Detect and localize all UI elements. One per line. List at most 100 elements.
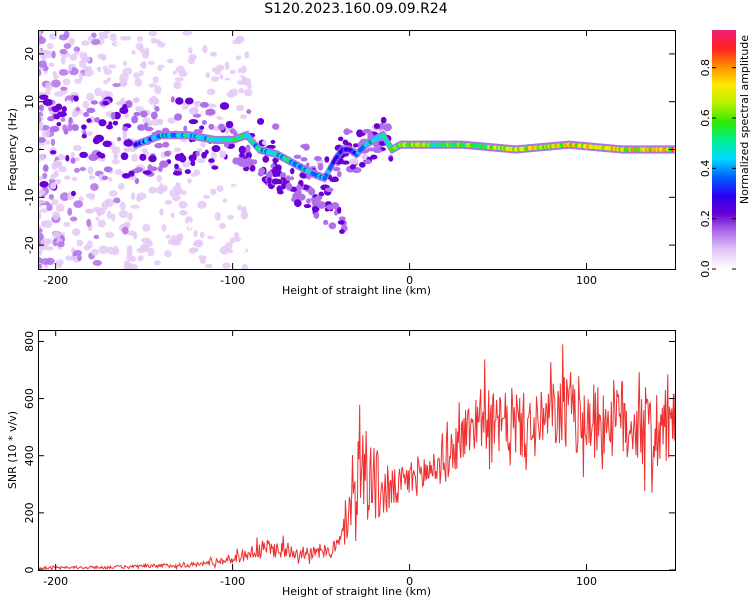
signal-spot bbox=[300, 157, 308, 162]
signal-spot bbox=[331, 176, 339, 182]
noise-blob bbox=[124, 35, 132, 41]
noise-blob bbox=[133, 72, 140, 79]
noise-blob bbox=[72, 144, 82, 152]
x-tick-label: -100 bbox=[220, 274, 245, 287]
branch-spot bbox=[246, 157, 252, 165]
noise-blob bbox=[48, 62, 55, 68]
noise-blob bbox=[229, 237, 235, 244]
noise-blob bbox=[231, 47, 239, 53]
noise-blob bbox=[110, 213, 116, 222]
noise-blob bbox=[130, 192, 136, 200]
noise-blob bbox=[50, 138, 56, 147]
signal-spot bbox=[159, 160, 169, 168]
signal-spot bbox=[290, 167, 295, 175]
noise-blob bbox=[121, 226, 129, 235]
noise-blob bbox=[88, 199, 97, 205]
signal-spot bbox=[352, 143, 359, 148]
noise-blob bbox=[204, 263, 213, 269]
ridge-core bbox=[322, 175, 327, 181]
signal-spot bbox=[383, 123, 392, 132]
signal-spot bbox=[343, 128, 351, 136]
noise-blob bbox=[55, 203, 65, 212]
noise-blob bbox=[222, 262, 231, 269]
signal-spot bbox=[261, 140, 267, 146]
signal-spot bbox=[147, 164, 153, 172]
signal-spot bbox=[272, 123, 280, 130]
branch-spot bbox=[285, 182, 293, 191]
noise-blob bbox=[135, 42, 144, 51]
spectrogram-y-axis-label: Frequency (Hz) bbox=[6, 108, 19, 191]
signal-spot bbox=[336, 171, 342, 178]
signal-spot bbox=[373, 148, 383, 154]
branch-spot bbox=[240, 158, 246, 163]
branch-spot bbox=[336, 206, 342, 214]
signal-spot bbox=[162, 141, 170, 148]
noise-blob bbox=[207, 228, 217, 237]
signal-spot bbox=[50, 182, 57, 190]
noise-blob bbox=[219, 111, 229, 119]
noise-blob bbox=[46, 42, 54, 50]
noise-blob bbox=[93, 234, 100, 240]
signal-spot bbox=[49, 150, 57, 155]
branch-spot bbox=[306, 198, 311, 204]
branch-spot bbox=[281, 181, 286, 190]
noise-blob bbox=[87, 166, 94, 175]
noise-blob bbox=[112, 82, 121, 88]
noise-blob bbox=[39, 137, 47, 143]
signal-spot bbox=[42, 164, 49, 172]
noise-blob bbox=[148, 30, 158, 37]
signal-spot bbox=[204, 149, 209, 155]
noise-blob bbox=[197, 157, 206, 164]
noise-blob bbox=[178, 200, 188, 209]
noise-blob bbox=[214, 211, 221, 221]
signal-spot bbox=[192, 113, 202, 118]
noise-blob bbox=[122, 132, 128, 141]
noise-blob bbox=[131, 49, 136, 56]
noise-blob bbox=[152, 76, 159, 84]
signal-spot bbox=[219, 102, 230, 110]
noise-blob bbox=[88, 175, 95, 180]
y-tick-label: 400 bbox=[23, 445, 36, 466]
noise-blob bbox=[214, 69, 221, 75]
signal-spot bbox=[140, 110, 148, 118]
signal-spot bbox=[53, 113, 61, 120]
noise-blob bbox=[141, 49, 150, 59]
signal-spot bbox=[356, 129, 364, 138]
noise-blob bbox=[90, 183, 99, 191]
noise-blob bbox=[111, 159, 120, 165]
signal-spot bbox=[206, 108, 216, 116]
signal-spot bbox=[137, 124, 146, 131]
noise-blob bbox=[38, 104, 45, 112]
signal-spot bbox=[388, 156, 394, 162]
signal-spot bbox=[73, 95, 79, 102]
signal-spot bbox=[103, 166, 113, 173]
spectrogram-y-ticks: -20 -10 0 10 20 bbox=[23, 47, 675, 254]
noise-blob bbox=[108, 190, 118, 197]
y-tick-label: 800 bbox=[23, 331, 36, 352]
noise-blob bbox=[247, 84, 253, 89]
noise-blob bbox=[142, 223, 151, 232]
noise-blob bbox=[188, 247, 197, 254]
colorbar-label: Normalized spectral amplitude bbox=[738, 35, 750, 204]
signal-spot bbox=[184, 97, 194, 105]
noise-blob bbox=[121, 81, 128, 86]
noise-blob bbox=[94, 87, 103, 97]
branch-spot bbox=[313, 211, 320, 219]
signal-spot bbox=[94, 134, 105, 143]
signal-spot bbox=[147, 121, 153, 127]
noise-blob bbox=[38, 60, 48, 68]
signal-spot bbox=[53, 170, 59, 178]
figure-title: S120.2023.160.09.09.R24 bbox=[264, 1, 448, 17]
snr-series-line bbox=[38, 344, 675, 570]
noise-blob bbox=[227, 214, 235, 220]
ridge-core bbox=[324, 172, 329, 178]
noise-blob bbox=[45, 140, 51, 145]
branch-spot bbox=[243, 166, 250, 172]
noise-blob bbox=[74, 78, 82, 85]
signal-spot bbox=[86, 107, 96, 114]
noise-blob bbox=[224, 32, 232, 39]
noise-blob bbox=[175, 32, 182, 38]
noise-blob bbox=[109, 33, 117, 42]
signal-spot bbox=[94, 117, 101, 123]
branch-spot bbox=[311, 206, 320, 213]
